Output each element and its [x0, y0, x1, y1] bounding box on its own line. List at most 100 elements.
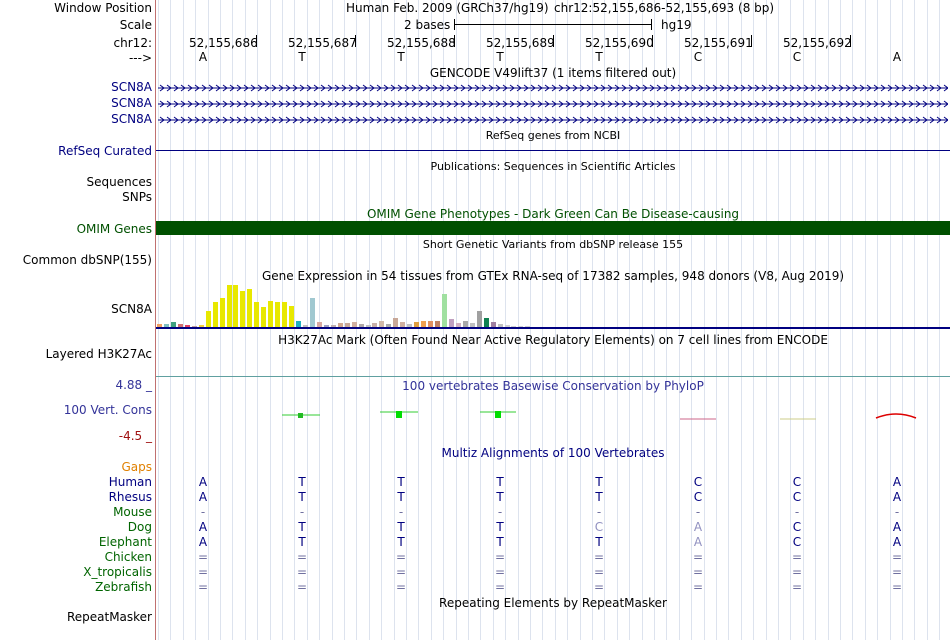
gtex-tissue-bar[interactable]: [268, 301, 274, 327]
gtex-tissue-bar[interactable]: [365, 325, 371, 327]
gtex-tissue-bar[interactable]: [170, 322, 176, 327]
alignment-base: A: [198, 490, 208, 504]
gtex-tissue-bar[interactable]: [309, 298, 315, 327]
gtex-tissue-bar[interactable]: [157, 324, 162, 327]
grid-line: [939, 0, 940, 640]
gtex-tissue-bar[interactable]: [323, 325, 329, 327]
gtex-tissue-bar[interactable]: [462, 321, 468, 327]
gencode-transcript[interactable]: [158, 114, 949, 124]
gtex-tissue-bar[interactable]: [219, 298, 225, 327]
gtex-tissue-bar[interactable]: [483, 318, 489, 327]
gtex-tissue-bar[interactable]: [400, 322, 406, 327]
sequences-label[interactable]: Sequences: [86, 175, 152, 189]
multiz-title[interactable]: Multiz Alignments of 100 Vertebrates: [441, 446, 665, 460]
omim-feature-bar[interactable]: [156, 221, 950, 235]
gtex-tissue-bar[interactable]: [407, 324, 413, 327]
snps-label[interactable]: SNPs: [122, 190, 152, 204]
gtex-tissue-bar[interactable]: [393, 318, 399, 327]
grid-line: [753, 0, 754, 640]
gtex-tissue-bar[interactable]: [275, 302, 281, 327]
gtex-tissue-bar[interactable]: [379, 321, 385, 327]
multiz-gaps-label[interactable]: Gaps: [121, 460, 152, 474]
gtex-tissue-bar[interactable]: [226, 285, 232, 327]
grid-line: [344, 0, 345, 640]
species-label[interactable]: Zebrafish: [95, 580, 152, 594]
gencode-transcript[interactable]: [158, 82, 949, 92]
gtex-tissue-bar[interactable]: [198, 325, 204, 327]
species-label[interactable]: X_tropicalis: [83, 565, 152, 579]
conservation-plot[interactable]: [156, 400, 950, 430]
gtex-tissue-bar[interactable]: [414, 322, 420, 327]
gtex-tissue-bar[interactable]: [163, 324, 169, 327]
gtex-tissue-bar[interactable]: [330, 325, 336, 327]
gtex-tissue-bar[interactable]: [476, 311, 482, 327]
ruler-tick: [553, 35, 554, 47]
gtex-tissue-bar[interactable]: [233, 285, 239, 327]
gtex-tissue-bar[interactable]: [358, 324, 364, 327]
grid-line: [294, 0, 295, 640]
species-label[interactable]: Chicken: [104, 550, 152, 564]
omim-label[interactable]: OMIM Genes: [76, 222, 152, 236]
gtex-tissue-bar[interactable]: [372, 323, 378, 327]
gtex-tissue-bar[interactable]: [240, 291, 246, 327]
gtex-tissue-bar[interactable]: [337, 323, 343, 327]
gtex-tissue-bar[interactable]: [490, 322, 496, 327]
gtex-gene-label[interactable]: SCN8A: [111, 302, 152, 316]
gtex-tissue-bar[interactable]: [205, 311, 211, 327]
gtex-tissue-bar[interactable]: [469, 323, 475, 327]
gtex-tissue-bar[interactable]: [282, 302, 288, 327]
gtex-tissue-bar[interactable]: [351, 322, 357, 327]
gtex-tissue-bar[interactable]: [184, 325, 190, 327]
gtex-tissue-bar[interactable]: [261, 307, 267, 327]
gtex-tissue-bar[interactable]: [504, 325, 510, 327]
gtex-tissue-bar[interactable]: [212, 302, 218, 327]
refseq-label[interactable]: RefSeq Curated: [58, 144, 152, 158]
gtex-tissue-bar[interactable]: [177, 324, 183, 327]
gtex-tissue-bar[interactable]: [191, 326, 197, 327]
gtex-tissue-bar[interactable]: [455, 323, 461, 327]
gtex-tissue-bar[interactable]: [525, 326, 531, 327]
gtex-tissue-bar[interactable]: [302, 325, 308, 327]
gtex-tissue-bar[interactable]: [386, 324, 392, 327]
gtex-tissue-bar[interactable]: [344, 323, 350, 327]
alignment-base: =: [791, 550, 803, 564]
refseq-line[interactable]: [156, 150, 950, 151]
refseq-title[interactable]: RefSeq genes from NCBI: [485, 129, 621, 142]
dbsnp-label[interactable]: Common dbSNP(155): [22, 253, 152, 267]
gtex-tissue-bar[interactable]: [421, 321, 427, 327]
species-label[interactable]: Elephant: [98, 535, 152, 549]
conservation-title[interactable]: 100 vertebrates Basewise Conservation by…: [402, 379, 704, 393]
grid-line: [666, 0, 667, 640]
repeatmasker-label[interactable]: RepeatMasker: [66, 610, 152, 624]
species-label[interactable]: Rhesus: [108, 490, 152, 504]
species-label[interactable]: Dog: [127, 520, 152, 534]
gtex-tissue-bar[interactable]: [497, 324, 503, 327]
dbsnp-title[interactable]: Short Genetic Variants from dbSNP releas…: [422, 238, 684, 251]
gencode-transcript[interactable]: [158, 98, 949, 108]
omim-title[interactable]: OMIM Gene Phenotypes - Dark Green Can Be…: [366, 207, 740, 221]
h3k27ac-title[interactable]: H3K27Ac Mark (Often Found Near Active Re…: [278, 333, 828, 347]
species-label[interactable]: Mouse: [113, 505, 152, 519]
gtex-tissue-bar[interactable]: [428, 321, 434, 327]
gencode-title[interactable]: GENCODE V49lift37 (1 items filtered out): [429, 66, 677, 80]
gencode-gene-label[interactable]: SCN8A: [111, 96, 152, 110]
publications-title[interactable]: Publications: Sequences in Scientific Ar…: [430, 160, 676, 173]
gtex-tissue-bar[interactable]: [254, 302, 260, 327]
gtex-tissue-bar[interactable]: [435, 321, 440, 327]
gtex-tissue-bar[interactable]: [296, 321, 301, 327]
h3k27ac-label[interactable]: Layered H3K27Ac: [45, 347, 152, 361]
gtex-tissue-bar[interactable]: [289, 306, 295, 327]
gtex-title[interactable]: Gene Expression in 54 tissues from GTEx …: [261, 269, 845, 283]
gtex-tissue-bar[interactable]: [511, 326, 517, 327]
gtex-tissue-bar[interactable]: [247, 289, 253, 327]
gtex-tissue-bar[interactable]: [518, 326, 524, 327]
gtex-tissue-bar[interactable]: [441, 294, 447, 327]
gtex-tissue-bar[interactable]: [316, 322, 322, 327]
alignment-base: =: [891, 550, 903, 564]
conservation-label[interactable]: 100 Vert. Cons: [63, 403, 152, 417]
species-label[interactable]: Human: [108, 475, 152, 489]
gtex-tissue-bar[interactable]: [448, 319, 454, 327]
gencode-gene-label[interactable]: SCN8A: [111, 80, 152, 94]
gencode-gene-label[interactable]: SCN8A: [111, 112, 152, 126]
repeatmasker-title[interactable]: Repeating Elements by RepeatMasker: [439, 596, 667, 610]
